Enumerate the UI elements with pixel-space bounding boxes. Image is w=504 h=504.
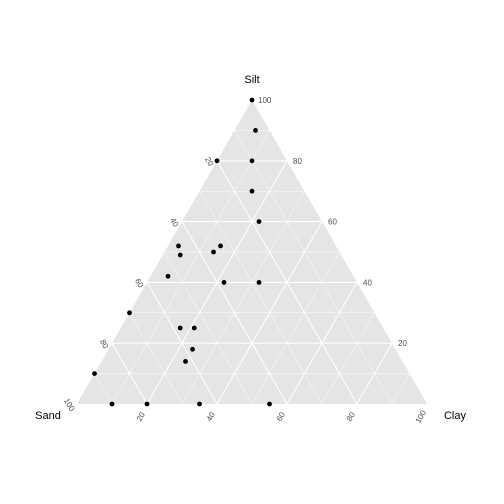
- grid-line-sand-30: [199, 191, 323, 405]
- tick-label-clay-100: 100: [414, 408, 429, 425]
- data-point-20: [144, 401, 150, 407]
- tick-label-sand-100: 100: [62, 397, 77, 414]
- tick-label-sand-20: 20: [203, 155, 216, 168]
- tick-label-silt-40: 40: [363, 278, 372, 287]
- data-point-19: [109, 401, 115, 407]
- tick-label-silt-20: 20: [398, 339, 407, 348]
- tick-label-sand-60: 60: [133, 277, 146, 290]
- data-point-14: [177, 325, 183, 331]
- data-point-5: [256, 219, 262, 225]
- data-point-17: [183, 359, 188, 364]
- axis-title-sand: Sand: [35, 410, 61, 422]
- grid-line-clay-90: [391, 373, 410, 405]
- tick-label-clay-60: 60: [275, 410, 288, 423]
- grid-line-clay-80: [356, 342, 393, 405]
- data-point-18: [92, 371, 97, 376]
- data-point-2: [214, 158, 220, 164]
- tick-label-clay-80: 80: [345, 410, 358, 423]
- tick-label-silt-100: 100: [258, 96, 272, 105]
- grid-line-clay-10: [111, 130, 270, 405]
- data-point-4: [249, 188, 255, 194]
- grid-line-sand-10: [234, 130, 393, 405]
- tick-label-silt-80: 80: [293, 157, 302, 166]
- grid-line-clay-70: [321, 312, 375, 405]
- data-point-11: [221, 280, 227, 285]
- data-point-9: [218, 243, 223, 249]
- grid-line-sand-90: [94, 373, 113, 405]
- tick-label-sand-80: 80: [98, 338, 111, 351]
- grid-line-clay-60: [286, 282, 358, 405]
- data-point-7: [177, 252, 183, 258]
- data-point-1: [253, 127, 258, 133]
- tick-label-silt-60: 60: [328, 218, 337, 227]
- data-points: [92, 97, 272, 407]
- grid-line-sand-70: [129, 312, 183, 405]
- grid-line-sand-80: [111, 342, 148, 405]
- data-point-6: [176, 243, 181, 249]
- grid-line-clay-30: [181, 191, 305, 405]
- data-point-21: [197, 401, 202, 407]
- grid-lines: [94, 130, 410, 405]
- data-point-12: [256, 280, 262, 285]
- axis-title-clay: Clay: [444, 410, 467, 422]
- tick-label-sand-40: 40: [168, 216, 181, 229]
- data-point-13: [127, 310, 132, 316]
- data-point-8: [165, 273, 171, 279]
- grid-line-sand-50: [164, 251, 253, 405]
- tick-label-clay-20: 20: [135, 410, 148, 423]
- data-point-10: [211, 249, 216, 255]
- data-point-3: [249, 158, 255, 164]
- data-point-16: [190, 346, 195, 352]
- data-point-22: [267, 401, 272, 407]
- tick-label-clay-40: 40: [205, 410, 218, 423]
- data-point-15: [191, 325, 197, 331]
- grid-line-clay-50: [251, 251, 340, 405]
- data-point-0: [249, 97, 255, 103]
- axis-title-silt: Silt: [244, 74, 259, 86]
- grid-line-sand-60: [146, 282, 218, 405]
